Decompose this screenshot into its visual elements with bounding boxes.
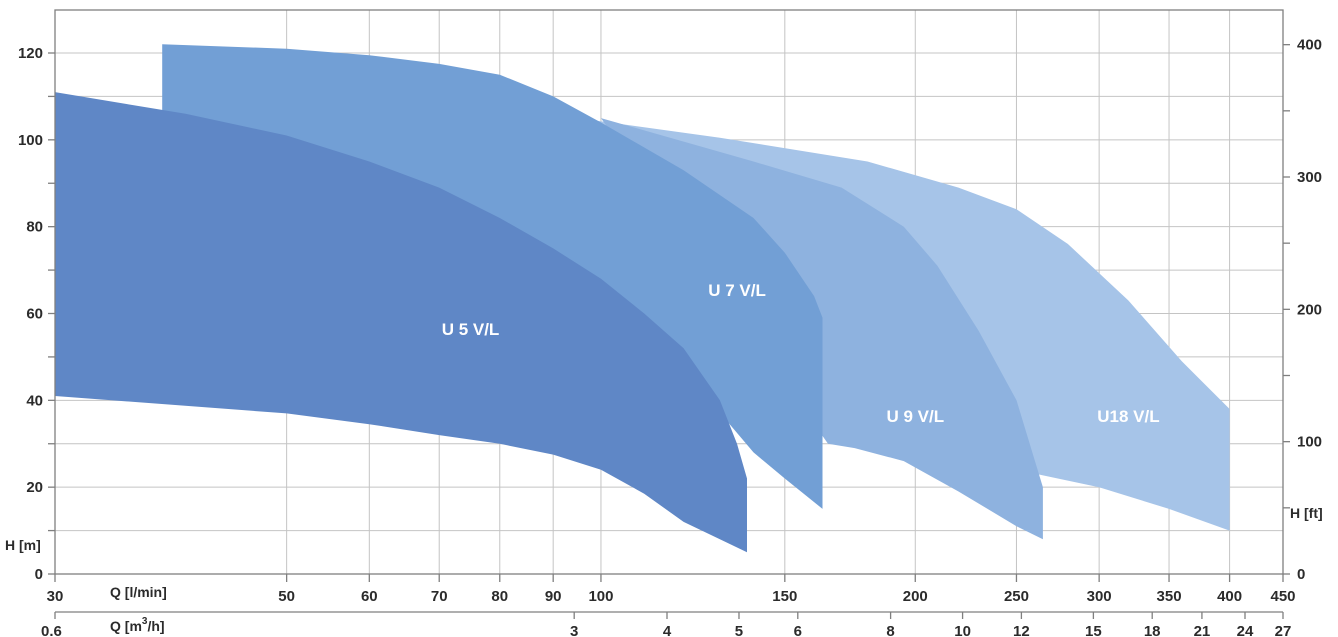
x-tick-label-m3h: 10 — [954, 623, 971, 637]
series-label: U 5 V/L — [442, 320, 500, 339]
x-tick-label-m3h: 27 — [1275, 623, 1292, 637]
y-tick-label-m: 120 — [18, 45, 43, 62]
x-tick-label-m3h: 24 — [1237, 623, 1254, 637]
x-tick-label-lmin: 30 — [47, 588, 64, 605]
x-tick-label-lmin: 250 — [1004, 588, 1029, 605]
series-area — [55, 92, 747, 553]
area-labels: U18 V/L U 9 V/L U 7 V/L U 5 V/L — [442, 281, 1160, 426]
x-tick-label-lmin: 450 — [1270, 588, 1295, 605]
x-tick-label-lmin: 400 — [1217, 588, 1242, 605]
y-tick-label-ft: 100 — [1297, 434, 1322, 451]
x-tick-label-m3h: 15 — [1085, 623, 1102, 637]
x-tick-label-lmin: 300 — [1087, 588, 1112, 605]
y-tick-label-ft: 200 — [1297, 301, 1322, 318]
x-axis-label-lmin: Q [l/min] — [110, 584, 167, 600]
left-axis-label: H [m] — [5, 537, 41, 553]
y-tick-label-m: 60 — [26, 306, 43, 323]
series-areas — [55, 44, 1230, 553]
x-tick-label-m3h: 12 — [1013, 623, 1030, 637]
y-tick-label-ft: 0 — [1297, 566, 1305, 583]
y-tick-label-ft: 400 — [1297, 37, 1322, 54]
series-label: U 7 V/L — [708, 281, 766, 300]
x-tick-label-m3h: 6 — [794, 623, 802, 637]
x-tick-label-m3h: 21 — [1194, 623, 1211, 637]
x-tick-label-m3h: 4 — [663, 623, 672, 637]
y-tick-label-m: 20 — [26, 479, 43, 496]
x-tick-label-lmin: 50 — [278, 588, 295, 605]
x-tick-label-lmin: 90 — [545, 588, 562, 605]
y-tick-label-m: 40 — [26, 392, 43, 409]
x-tick-label-lmin: 60 — [361, 588, 378, 605]
x-tick-label-m3h: 5 — [735, 623, 743, 637]
y-tick-label-ft: 300 — [1297, 169, 1322, 186]
x-tick-label-lmin: 150 — [772, 588, 797, 605]
y-tick-label-m: 80 — [26, 219, 43, 236]
series-label: U18 V/L — [1097, 407, 1159, 426]
x-tick-label-lmin: 80 — [491, 588, 508, 605]
x-tick-label-m3h: 3 — [570, 623, 578, 637]
y-tick-label-m: 0 — [35, 566, 43, 583]
y-tick-label-m: 100 — [18, 132, 43, 149]
x-tick-label-m3h: 18 — [1144, 623, 1161, 637]
plot-frame — [54, 9, 1284, 575]
x-axis-label-m3h: Q [m3/h] — [110, 616, 165, 634]
x-tick-label-m3h: 0.6 — [41, 623, 62, 637]
x-tick-label-lmin: 100 — [588, 588, 613, 605]
x-tick-label-lmin: 70 — [431, 588, 448, 605]
series-label: U 9 V/L — [886, 407, 944, 426]
x-tick-label-lmin: 200 — [903, 588, 928, 605]
x-tick-label-lmin: 350 — [1157, 588, 1182, 605]
x-tick-label-m3h: 8 — [886, 623, 894, 637]
right-axis-label: H [ft] — [1290, 505, 1323, 521]
